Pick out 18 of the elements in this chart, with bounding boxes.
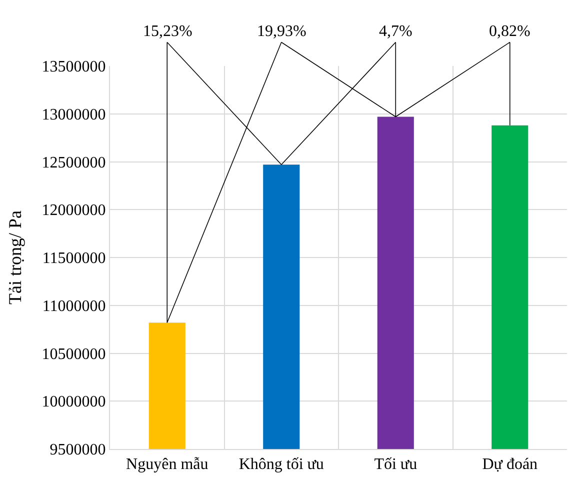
y-tick-label: 13000000 bbox=[42, 106, 106, 124]
y-tick-label: 9500000 bbox=[50, 442, 106, 459]
y-tick-label: 12500000 bbox=[42, 154, 106, 172]
x-tick-label: Dự đoán bbox=[482, 456, 538, 474]
y-tick-label: 13500000 bbox=[42, 58, 106, 76]
y-axis-title: Tải trọng/ Pa bbox=[5, 210, 25, 304]
y-tick-label: 11500000 bbox=[42, 250, 106, 268]
y-tick-label: 10500000 bbox=[42, 346, 106, 363]
x-tick-label: Không tối ưu bbox=[238, 456, 324, 474]
y-tick-label: 10000000 bbox=[42, 394, 106, 411]
annotation: 4,7% bbox=[379, 23, 412, 40]
y-tick-label: 12000000 bbox=[42, 202, 106, 220]
annotation: 0,82% bbox=[489, 23, 530, 40]
annotation: 15,23% bbox=[143, 23, 192, 40]
x-tick-label: Nguyên mẫu bbox=[126, 456, 208, 474]
x-tick-label: Tối ưu bbox=[374, 456, 418, 474]
y-tick-label: 11000000 bbox=[42, 298, 106, 315]
annotation: 19,93% bbox=[257, 23, 306, 40]
